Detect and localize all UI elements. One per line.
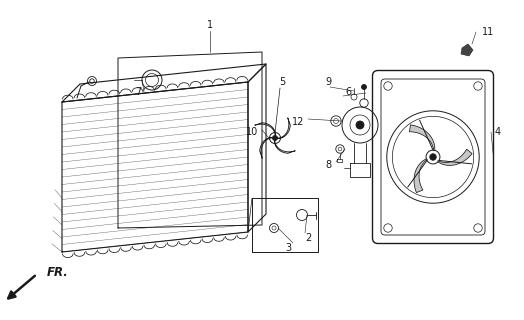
Text: 1: 1	[207, 20, 213, 30]
Circle shape	[356, 121, 364, 129]
Polygon shape	[260, 138, 274, 158]
Text: FR.: FR.	[47, 266, 69, 278]
Polygon shape	[255, 123, 276, 137]
Circle shape	[362, 84, 366, 90]
Polygon shape	[461, 44, 473, 56]
Polygon shape	[275, 139, 296, 153]
Polygon shape	[409, 125, 435, 151]
Polygon shape	[438, 149, 472, 165]
Circle shape	[272, 135, 278, 140]
Text: 3: 3	[285, 243, 291, 253]
Text: 12: 12	[292, 117, 304, 127]
Text: 8: 8	[325, 160, 331, 170]
Text: 11: 11	[482, 27, 494, 37]
Text: 2: 2	[305, 233, 311, 243]
Text: 7: 7	[135, 87, 141, 97]
Text: 6: 6	[345, 87, 351, 97]
Text: 4: 4	[495, 127, 501, 137]
Text: 5: 5	[279, 77, 285, 87]
Circle shape	[430, 154, 436, 160]
Polygon shape	[414, 159, 428, 193]
Polygon shape	[276, 118, 290, 139]
Text: 10: 10	[246, 127, 258, 137]
Text: 9: 9	[325, 77, 331, 87]
